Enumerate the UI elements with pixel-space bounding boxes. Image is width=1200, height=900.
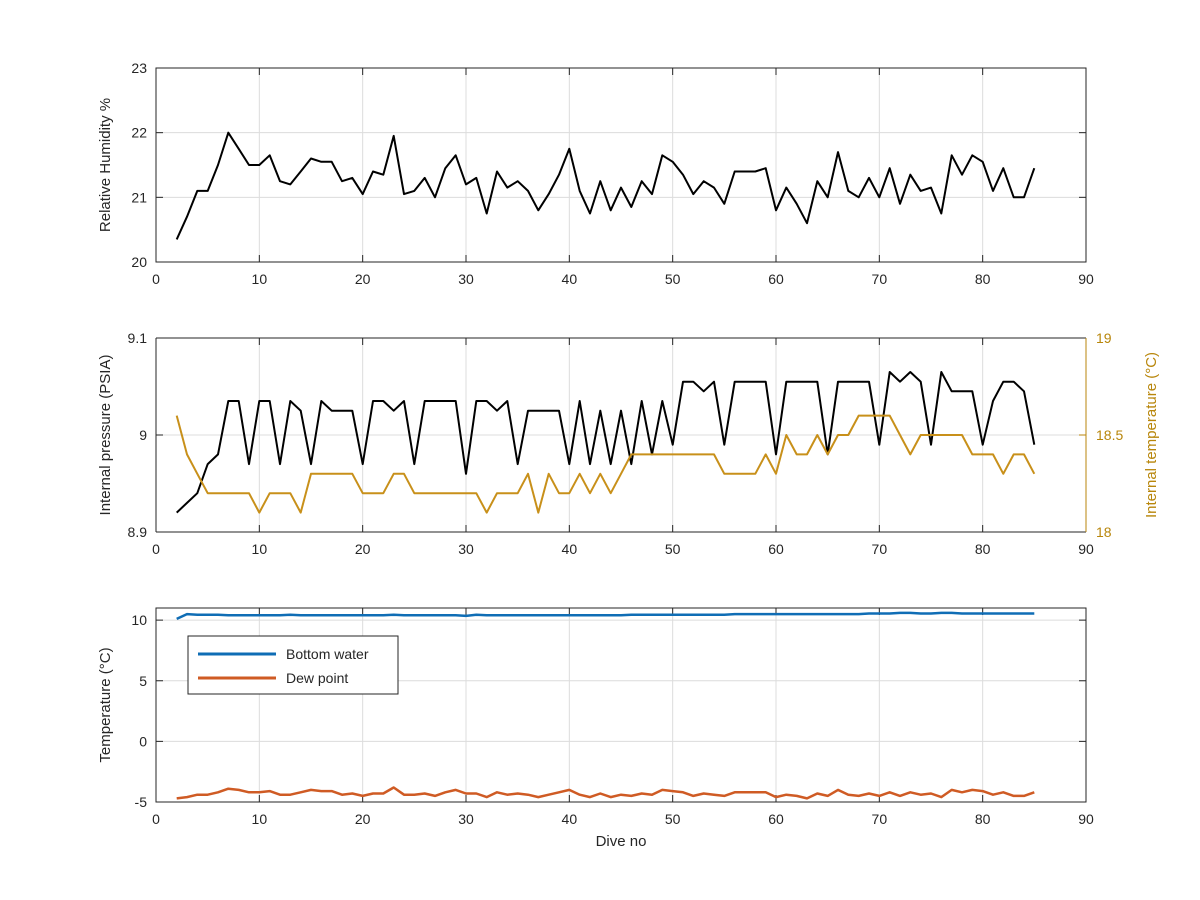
legend-entry-2: Dew point bbox=[286, 670, 348, 686]
x-axis-label: Dive no bbox=[596, 833, 647, 850]
y-tick-label: 22 bbox=[131, 125, 147, 141]
right-y-axis-label: Internal temperature (°C) bbox=[1143, 352, 1160, 518]
series-line-1 bbox=[176, 611, 1035, 621]
x-tick-label: 60 bbox=[768, 811, 784, 827]
y-tick-label: 20 bbox=[131, 254, 147, 270]
y-axis-label: Internal pressure (PSIA) bbox=[97, 355, 114, 516]
y-tick-label: 9.1 bbox=[128, 330, 148, 346]
legend-box bbox=[187, 635, 399, 695]
y-tick-label: 21 bbox=[131, 189, 147, 205]
x-tick-label: 80 bbox=[975, 271, 991, 287]
series-line-2 bbox=[176, 786, 1035, 800]
x-tick-label: 30 bbox=[458, 541, 474, 557]
x-tick-label: 0 bbox=[152, 271, 160, 287]
x-tick-label: 80 bbox=[975, 541, 991, 557]
x-tick-label: 90 bbox=[1078, 271, 1094, 287]
y-tick-label: 0 bbox=[139, 733, 147, 749]
x-tick-label: 70 bbox=[872, 541, 888, 557]
x-tick-label: 30 bbox=[458, 271, 474, 287]
x-tick-label: 10 bbox=[252, 271, 268, 287]
y-tick-label: 8.9 bbox=[128, 524, 148, 540]
right-y-tick-label: 18 bbox=[1096, 524, 1112, 540]
x-tick-label: 10 bbox=[252, 541, 268, 557]
panel-1: 0 10 20 30 40 50 60 70 80 90 20 21 22 23 Relative Humi… bbox=[97, 60, 1094, 287]
x-tick-label: 20 bbox=[355, 541, 371, 557]
x-tick-label: 10 bbox=[252, 811, 268, 827]
panel-2: 0 10 20 30 40 50 60 70 80 90 8.9 9 9.1 18 18.5 19 Intern… bbox=[97, 330, 1160, 557]
x-tick-label: 0 bbox=[152, 541, 160, 557]
x-tick-label: 50 bbox=[665, 541, 681, 557]
y-axis-label: Temperature (°C) bbox=[97, 647, 114, 762]
legend: Bottom water Dew point bbox=[187, 635, 399, 695]
series-line-1 bbox=[176, 371, 1036, 514]
x-tick-label: 60 bbox=[768, 271, 784, 287]
x-tick-label: 70 bbox=[872, 811, 888, 827]
y-tick-label: 23 bbox=[131, 60, 147, 76]
x-tick-label: 0 bbox=[152, 811, 160, 827]
x-tick-label: 60 bbox=[768, 541, 784, 557]
y-axis-label: Relative Humidity % bbox=[97, 98, 114, 232]
x-tick-label: 50 bbox=[665, 811, 681, 827]
series-line-2 bbox=[175, 414, 1036, 514]
y-tick-label: 9 bbox=[139, 427, 147, 443]
plot-area bbox=[156, 68, 1086, 262]
x-tick-label: 20 bbox=[355, 271, 371, 287]
series-line-1 bbox=[175, 131, 1036, 240]
axes-frame bbox=[155, 607, 1087, 803]
x-tick-label: 20 bbox=[355, 811, 371, 827]
x-tick-label: 40 bbox=[562, 271, 578, 287]
legend-entry-1: Bottom water bbox=[286, 646, 369, 662]
x-tick-label: 80 bbox=[975, 811, 991, 827]
y-tick-label: -5 bbox=[135, 794, 148, 810]
x-tick-label: 50 bbox=[665, 271, 681, 287]
x-tick-label: 90 bbox=[1078, 811, 1094, 827]
axes-frame bbox=[155, 67, 1087, 263]
right-y-tick-label: 18.5 bbox=[1096, 427, 1123, 443]
x-tick-label: 40 bbox=[562, 811, 578, 827]
x-tick-label: 40 bbox=[562, 541, 578, 557]
y-tick-label: 5 bbox=[139, 673, 147, 689]
x-tick-label: 70 bbox=[872, 271, 888, 287]
y-tick-label: 10 bbox=[131, 612, 147, 628]
x-tick-label: 30 bbox=[458, 811, 474, 827]
right-y-tick-label: 19 bbox=[1096, 330, 1112, 346]
x-tick-label: 90 bbox=[1078, 541, 1094, 557]
